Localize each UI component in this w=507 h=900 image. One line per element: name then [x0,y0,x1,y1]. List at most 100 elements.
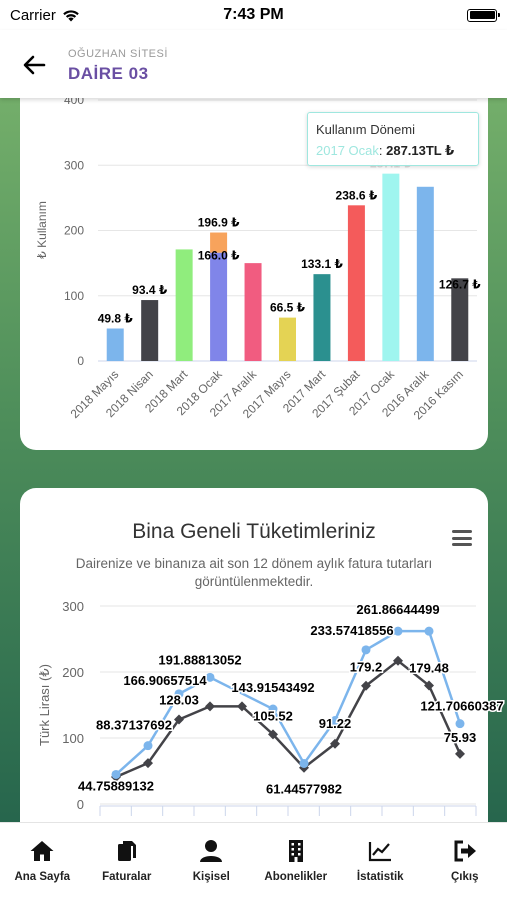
nav-header: OĞUZHAN SİTESİ DAİRE 03 [0,30,507,98]
y-tick-label: 200 [64,224,84,238]
bar [451,278,469,361]
series-point [268,729,278,740]
bar [244,263,262,361]
status-left: Carrier [10,7,80,24]
bar [141,300,159,361]
page-title: DAİRE 03 [68,64,149,83]
building-icon [288,840,303,862]
series-point [268,704,278,714]
site-name: OĞUZHAN SİTESİ [68,48,168,60]
chart-subtitle: Dairenize ve binanıza ait son 12 dönem a… [75,556,433,589]
series-point [330,716,340,726]
line-data-label: 105.52 [253,708,293,723]
consumption-line-chart: 0 100 200 300 Türk Lirası (₺) 44.75889132 88.3… [37,599,505,816]
line-data-label: 261.86644499 [356,602,439,617]
series-point [205,701,215,712]
series-point [174,714,184,725]
y-tick-label: 200 [62,665,84,680]
logout-icon [454,840,476,862]
tab-label: Faturalar [102,871,152,883]
bar-data-label: 93.4 ₺ [132,283,168,297]
tab-label: İstatistik [356,871,404,883]
home-icon [30,841,54,861]
series-point [330,738,340,749]
y-tick-label: 100 [64,289,84,303]
series-point [455,748,465,759]
line-data-label: 121.70660387 [420,699,503,714]
building-consumption-card [20,488,488,848]
y-tick-label: 0 [77,354,84,368]
line-data-label: 166.90657514 [123,673,207,688]
tab-logout[interactable]: Çıkış [423,823,507,900]
bar-data-label: 133.1 ₺ [301,257,343,271]
series-point [361,680,371,691]
tab-label: Abonelikler [264,871,328,883]
bar-stack-top [210,232,228,253]
bar-data-label: 238.6 ₺ [336,188,378,202]
line-data-label: 191.88813052 [158,652,241,667]
line-data-label: 91.22 [319,716,352,731]
bar [210,252,228,361]
documents-icon [117,841,136,861]
series-point [393,655,403,666]
bar [416,186,434,361]
bar [313,274,331,361]
bar [106,328,124,361]
user-icon [200,840,223,862]
line-data-label: 75.93 [444,730,477,745]
wifi-icon [63,9,79,21]
chart-icon [369,842,392,862]
chart-tooltip: Kullanım Dönemi 2017 Ocak: 287.13TL ₺ [307,112,479,166]
series-point [455,719,465,729]
series-point [237,701,247,712]
tab-subscriptions[interactable]: Abonelikler [254,823,339,900]
bar-data-label: 49.8 ₺ [98,312,134,326]
back-arrow-icon[interactable] [22,54,46,76]
tooltip-heading: Kullanım Dönemi [316,122,415,137]
series-point [111,769,121,779]
line-data-label: 88.37137692 [96,718,172,733]
tooltip-value: 287.13TL ₺ [386,143,455,158]
line-data-label: 179.2 [350,660,383,675]
bar-data-label: 126.7 ₺ [439,277,481,291]
series-point [299,758,309,768]
tooltip-series: 2017 Ocak [316,143,379,158]
tab-bar: Ana Sayfa Faturalar Kişisel Abonelikler … [0,822,507,900]
series-point [424,626,434,636]
bar [175,249,193,361]
y-tick-label: 0 [77,797,84,812]
bar-data-label: 166.0 ₺ [198,249,240,263]
series-point [424,680,434,691]
tab-home[interactable]: Ana Sayfa [0,823,85,900]
bar-data-label: 196.9 ₺ [198,216,240,230]
series-point [361,645,371,655]
series-point [143,758,153,769]
chart-menu-icon[interactable] [452,530,472,546]
line-data-label: 44.75889132 [78,778,154,793]
line-data-label: 143.91543492 [231,680,314,695]
bar [382,173,400,361]
y-tick-label: 100 [62,731,84,746]
line-data-label: 61.44577982 [266,781,342,796]
tab-invoices[interactable]: Faturalar [85,823,170,900]
bar-data-label: 66.5 ₺ [270,301,306,315]
tab-statistics[interactable]: İstatistik [338,823,423,900]
series-line [115,659,462,779]
bar [347,205,365,361]
y-tick-label: 300 [62,599,84,614]
carrier-label: Carrier [10,6,56,24]
line-data-label: 233.57418556 [310,623,393,638]
bar [279,317,296,361]
series-point [205,672,215,682]
tooltip-body: 2017 Ocak: 287.13TL ₺ [316,143,455,158]
line-data-label: 179.48 [409,661,449,676]
tab-label: Ana Sayfa [14,871,71,883]
y-tick-label: 300 [64,158,84,172]
series-point [143,741,153,751]
status-bar: Carrier 7:43 PM [0,0,507,30]
battery-icon [467,8,500,22]
tab-personal[interactable]: Kişisel [169,823,254,900]
y-axis-label: Türk Lirası (₺) [37,664,52,746]
chart-title: Bina Geneli Tüketimleriniz [132,520,376,543]
